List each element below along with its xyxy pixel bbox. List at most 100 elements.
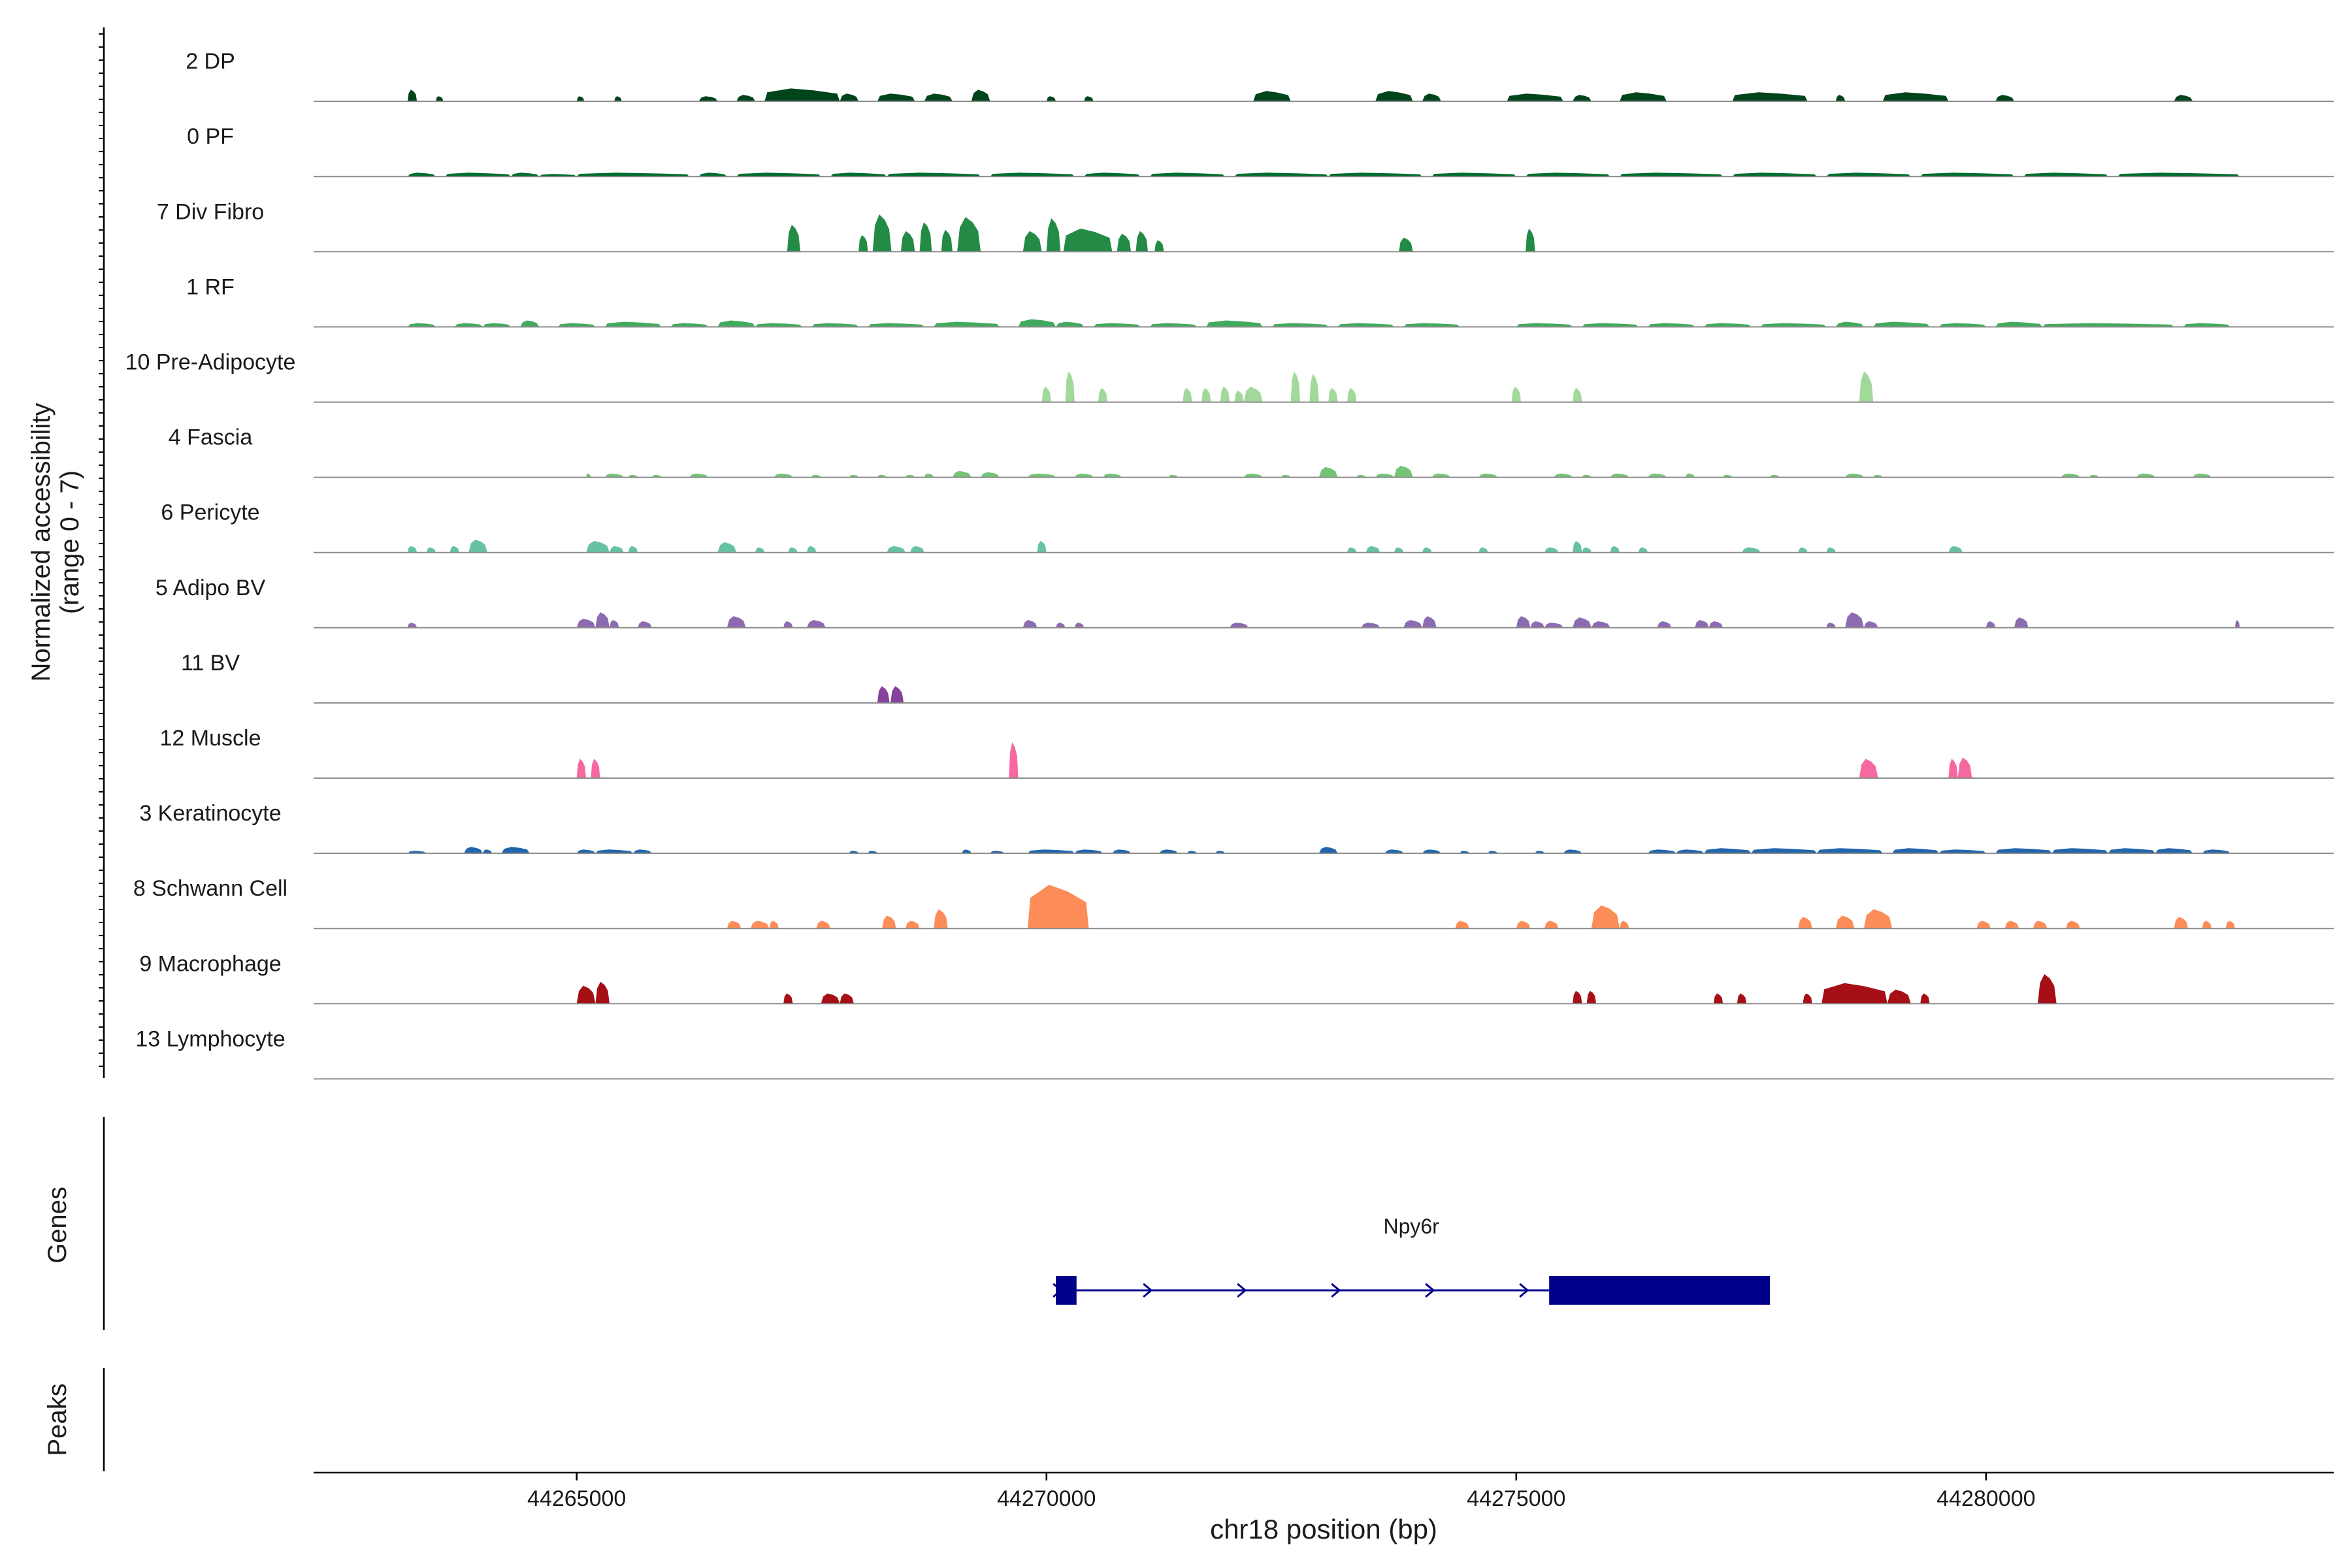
track-label: 10 Pre-Adipocyte (125, 350, 296, 375)
coverage-peak (1873, 321, 1930, 327)
coverage-peak (890, 686, 904, 703)
coverage-peak (1516, 616, 1531, 628)
coverage-peak (2051, 848, 2108, 854)
strand-arrow (1425, 1282, 1435, 1298)
coverage-peak (882, 915, 896, 929)
coverage-peak (1093, 323, 1141, 327)
coverage-peak (1544, 921, 1559, 929)
coverage-peak (821, 993, 840, 1004)
coverage-peak (1591, 621, 1610, 628)
coverage-peak (887, 172, 981, 177)
coverage-peak (1610, 546, 1620, 553)
coverage-peak (1074, 849, 1103, 854)
coverage-peak (1648, 323, 1695, 327)
coverage-peak (576, 849, 596, 854)
coverage-peak (2136, 473, 2155, 478)
coverage-peak (1704, 323, 1752, 327)
coverage-peak (830, 172, 887, 177)
coverage-peak (1422, 547, 1432, 553)
track-13: 13 Lymphocyte (135, 1026, 2334, 1080)
peaks-panel-label: Peaks (43, 1383, 72, 1456)
coverage-peak (520, 320, 540, 327)
coverage-y-axis-ticks (99, 33, 104, 1067)
coverage-peak (1976, 921, 1991, 929)
track-12: 9 Macrophage (139, 951, 2334, 1005)
coverage-peak (595, 612, 610, 628)
coverage-peak (1732, 172, 1817, 177)
coverage-peak (689, 473, 708, 478)
coverage-peak (1573, 541, 1582, 553)
coverage-peak (2235, 620, 2240, 628)
coverage-peak (717, 542, 737, 553)
coverage-peak (591, 759, 600, 778)
coverage-peak (1939, 849, 1986, 854)
coverage-peak (511, 172, 540, 177)
coverage-peak (1309, 374, 1319, 402)
coverage-peak (755, 323, 802, 327)
coverage-peak (2225, 921, 2235, 929)
y-axis-label-line1: Normalized accessibility (27, 403, 56, 682)
coverage-peak (2014, 617, 2029, 628)
coverage-peak (1318, 466, 1338, 478)
coverage-tracks: 2 DP 0 PF 7 Div Fibro 1 RF 10 Pre-Adipocyte 4… (125, 49, 2334, 1080)
x-tick-label: 44280000 (1936, 1486, 2035, 1511)
coverage-peak (1018, 319, 1056, 327)
coverage-peak (1742, 547, 1761, 553)
coverage-peak (1318, 847, 1338, 854)
coverage-peak (2066, 921, 2080, 929)
x-tick-label: 44275000 (1467, 1486, 1565, 1511)
coverage-peak (1511, 386, 1521, 402)
coverage-peak (1375, 473, 1394, 478)
coverage-peak (1084, 96, 1094, 102)
coverage-peak (1648, 849, 1676, 854)
coverage-peak (1713, 993, 1723, 1004)
coverage-peak (407, 323, 436, 327)
x-axis-ticks: 44265000 44270000 44275000 44280000 (527, 1473, 2036, 1511)
coverage-peak (934, 321, 1000, 327)
track-2: 7 Div Fibro (157, 199, 2334, 253)
coverage-peak (807, 620, 826, 628)
coverage-peak (1422, 93, 1441, 102)
coverage-peak (872, 214, 892, 252)
coverage-peak (2042, 323, 2174, 327)
track-9: 12 Muscle (160, 726, 2334, 779)
coverage-peak (426, 547, 436, 553)
track-1: 0 PF (187, 124, 2334, 178)
track-label: 7 Div Fibro (157, 199, 264, 224)
coverage-peak (2174, 917, 2189, 929)
coverage-peak (1610, 473, 1629, 478)
track-7: 5 Adipo BV (155, 576, 2334, 629)
coverage-peak (1074, 473, 1094, 478)
coverage-peak (1573, 617, 1592, 628)
coverage-peak (1526, 172, 1610, 177)
coverage-peak (1375, 91, 1413, 102)
coverage-peak (1022, 231, 1042, 252)
coverage-peak (1704, 848, 1752, 854)
coverage-peak (1028, 473, 1056, 478)
coverage-peak (1798, 917, 1812, 929)
coverage-peak (783, 621, 793, 628)
track-label: 11 BV (181, 651, 240, 676)
coverage-peak (1243, 386, 1263, 402)
coverage-peak (1135, 231, 1149, 252)
coverage-peak (1563, 849, 1582, 854)
coverage-peak (1056, 622, 1066, 628)
x-axis-label: chr18 position (bp) (1210, 1514, 1437, 1544)
coverage-peak (1394, 547, 1404, 553)
coverage-peak (454, 323, 483, 327)
coverage-peak (576, 759, 587, 778)
coverage-peak (1028, 885, 1089, 929)
strand-arrow (1331, 1282, 1341, 1298)
coverage-peak (2023, 172, 2108, 177)
coverage-peak (787, 224, 800, 252)
coverage-peak (2117, 172, 2240, 177)
coverage-peak (2038, 974, 2057, 1004)
coverage-peak (586, 473, 591, 478)
coverage-peak (1009, 742, 1019, 778)
coverage-peak (1384, 849, 1404, 854)
coverage-peak (1455, 921, 1469, 929)
coverage-peak (1328, 387, 1338, 402)
coverage-peak (1394, 465, 1413, 478)
coverage-peak (407, 546, 417, 553)
track-5: 4 Fascia (169, 425, 2334, 478)
